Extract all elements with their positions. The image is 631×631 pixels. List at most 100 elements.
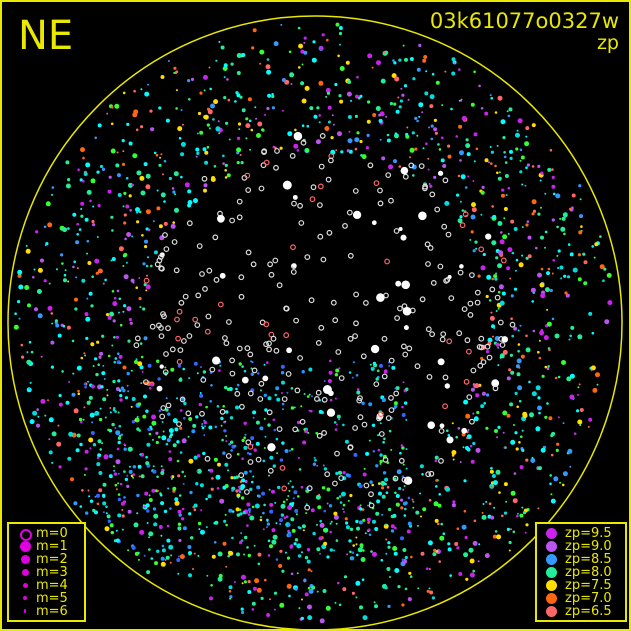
star-marker	[507, 232, 510, 235]
star-marker	[29, 419, 35, 425]
star-marker	[203, 188, 207, 193]
star-marker	[473, 70, 476, 74]
star-marker	[394, 315, 401, 322]
star-marker	[372, 450, 376, 453]
star-marker	[256, 485, 261, 490]
star-marker	[60, 253, 64, 257]
star-marker	[295, 513, 298, 516]
star-field	[13, 22, 613, 624]
star-marker	[130, 278, 135, 283]
star-marker	[408, 162, 415, 169]
star-marker	[462, 211, 469, 218]
star-marker	[502, 234, 508, 240]
star-marker	[428, 126, 430, 129]
star-marker	[78, 228, 82, 231]
star-marker	[259, 49, 265, 55]
star-marker	[201, 426, 205, 430]
star-marker	[229, 357, 236, 364]
star-marker	[165, 325, 171, 332]
star-marker	[200, 377, 207, 383]
star-marker	[267, 554, 271, 557]
star-marker	[196, 454, 201, 458]
color-dot-icon	[546, 606, 557, 617]
star-marker	[378, 118, 383, 123]
star-marker	[223, 96, 227, 100]
star-marker	[269, 509, 274, 514]
star-marker	[136, 220, 140, 224]
star-marker	[236, 147, 242, 153]
star-marker	[418, 115, 421, 118]
star-marker	[118, 434, 122, 438]
star-marker	[136, 493, 140, 498]
star-marker	[293, 317, 300, 324]
star-marker	[170, 477, 173, 480]
star-marker	[370, 344, 380, 354]
star-marker	[518, 262, 524, 268]
star-marker	[448, 295, 455, 302]
star-marker	[530, 287, 536, 293]
star-marker	[516, 405, 519, 409]
star-marker	[177, 509, 182, 514]
star-marker	[437, 143, 440, 146]
star-marker	[484, 553, 490, 559]
star-marker	[279, 518, 283, 523]
star-marker	[240, 607, 244, 611]
star-marker	[437, 358, 445, 366]
star-marker	[123, 252, 128, 257]
star-marker	[517, 343, 521, 346]
star-marker	[348, 130, 351, 133]
star-marker	[385, 538, 388, 541]
star-marker	[127, 549, 130, 552]
star-marker	[117, 173, 121, 178]
star-marker	[511, 334, 514, 338]
star-marker	[224, 176, 228, 179]
star-marker	[190, 77, 195, 81]
star-marker	[547, 167, 552, 172]
star-marker	[373, 381, 380, 388]
star-marker	[245, 439, 252, 446]
star-marker	[126, 371, 130, 376]
star-marker	[538, 411, 541, 415]
star-marker	[228, 442, 231, 446]
star-marker	[535, 426, 541, 432]
star-marker	[454, 542, 459, 546]
star-marker	[388, 407, 395, 414]
star-marker	[134, 551, 139, 556]
star-marker	[139, 342, 143, 345]
star-marker	[379, 462, 382, 465]
star-marker	[339, 99, 344, 104]
star-marker	[383, 369, 388, 374]
star-marker	[501, 188, 505, 192]
star-marker	[497, 95, 503, 101]
star-marker	[439, 336, 446, 343]
star-marker	[516, 358, 522, 364]
star-marker	[244, 345, 251, 352]
star-marker	[241, 53, 246, 57]
star-marker	[304, 504, 311, 511]
star-marker	[172, 221, 175, 224]
star-marker	[67, 227, 70, 230]
star-marker	[389, 102, 393, 106]
star-marker	[371, 483, 375, 487]
star-marker	[387, 507, 392, 512]
star-marker	[160, 192, 166, 198]
star-marker	[79, 178, 83, 182]
star-marker	[187, 79, 191, 83]
star-marker	[540, 206, 542, 209]
star-marker	[333, 514, 339, 520]
star-marker	[550, 493, 553, 496]
star-marker	[55, 323, 60, 328]
star-marker	[451, 450, 457, 455]
star-marker	[123, 304, 127, 308]
star-marker	[427, 157, 430, 160]
star-marker	[222, 451, 226, 455]
star-marker	[338, 495, 342, 498]
star-marker	[314, 459, 317, 462]
star-marker	[459, 159, 462, 162]
star-marker	[544, 415, 548, 419]
star-marker	[81, 278, 86, 283]
star-marker	[503, 207, 508, 211]
star-marker	[188, 377, 191, 380]
star-marker	[84, 354, 87, 357]
star-marker	[359, 504, 362, 507]
